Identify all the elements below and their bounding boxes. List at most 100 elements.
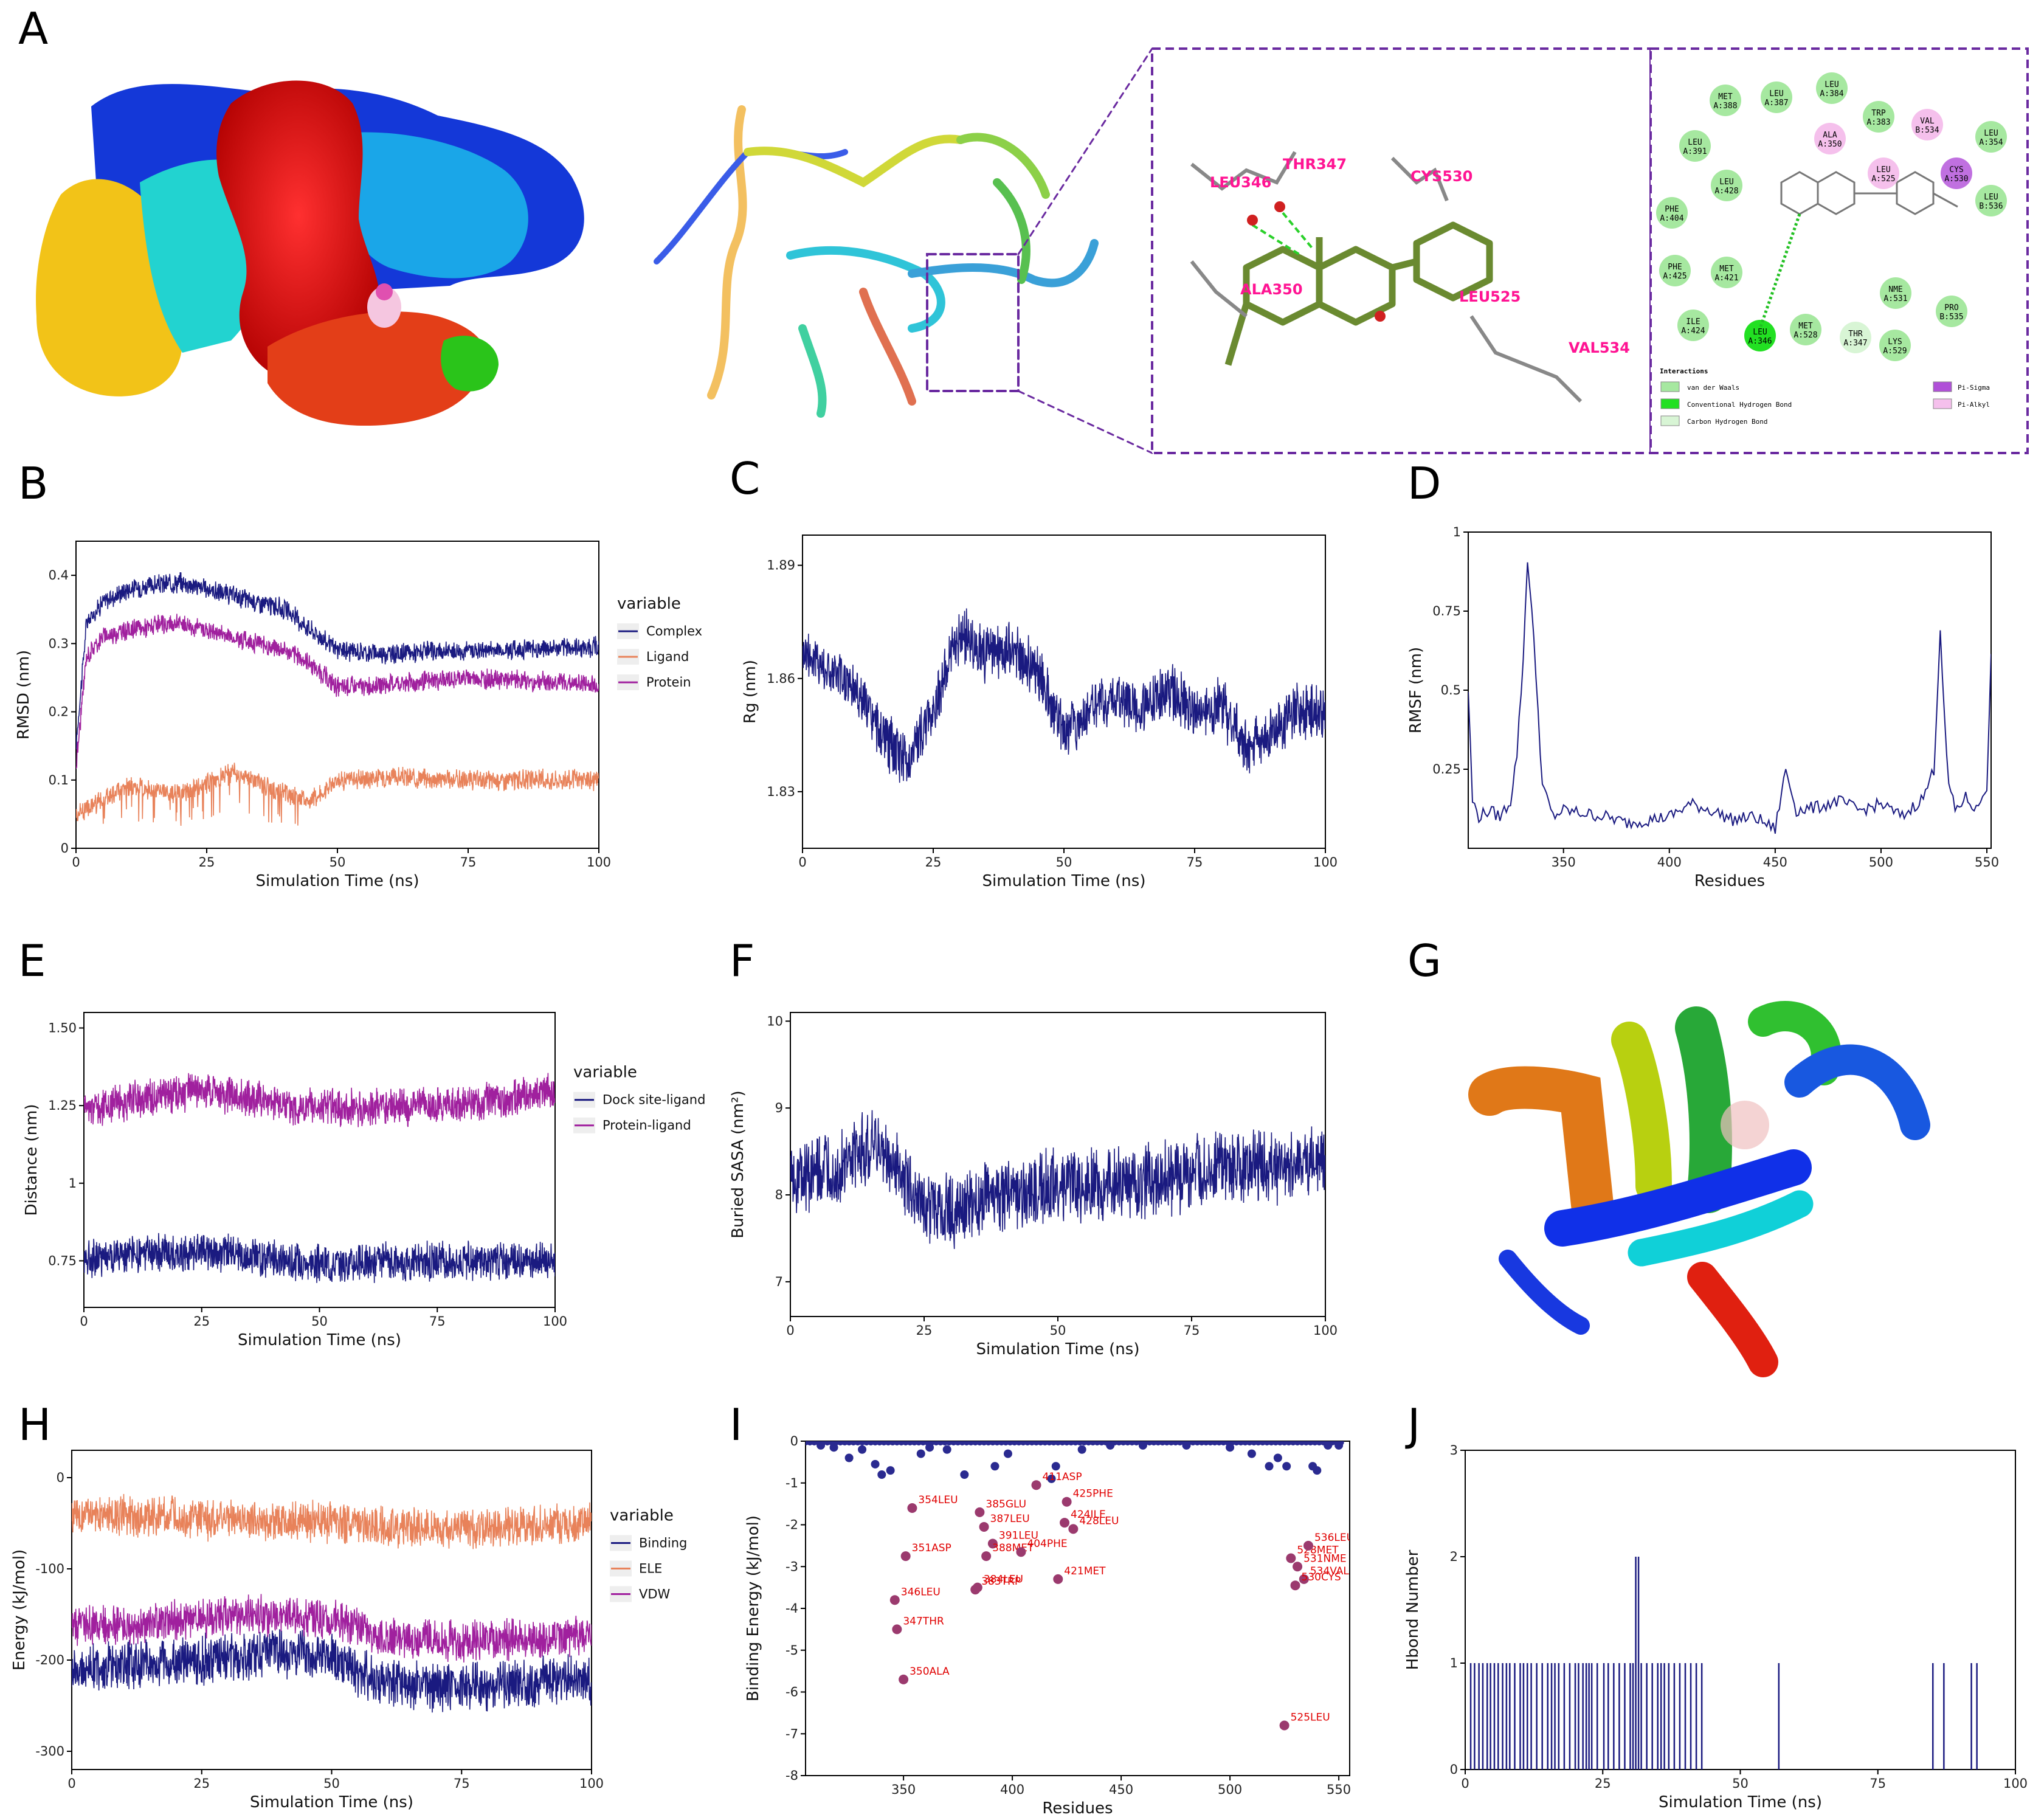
- residue-node-circle: [1656, 197, 1688, 229]
- residue-node-number: A:404: [1660, 214, 1683, 223]
- residue-node-name: LEU: [1688, 138, 1702, 147]
- data-point: [1273, 1453, 1282, 1462]
- plot-frame: [1468, 531, 1992, 849]
- x-tick-label: 0: [786, 1323, 794, 1338]
- residue-node-circle: [1936, 296, 1967, 327]
- residue-node-name: LEU: [1719, 178, 1733, 187]
- y-axis-label: Rg (nm): [741, 660, 759, 724]
- data-point: [942, 1445, 951, 1454]
- residue-node-name: CYS: [1949, 165, 1963, 175]
- panel-label-c: C: [730, 453, 760, 504]
- x-tick-label: 450: [1763, 855, 1787, 870]
- residue-node-number: A:387: [1764, 99, 1788, 108]
- y-axis-label: Buried SASA (nm²): [729, 1090, 747, 1238]
- x-tick-label: 50: [1056, 855, 1072, 870]
- y-tick-label: -8: [785, 1768, 798, 1783]
- y-tick-label: 9: [775, 1101, 783, 1115]
- x-tick-label: 450: [1109, 1782, 1133, 1797]
- series-line: [76, 572, 599, 750]
- panel-label-f: F: [730, 935, 754, 986]
- residue-label: THR347: [1283, 156, 1347, 173]
- data-point: [981, 1551, 992, 1562]
- x-tick-label: 550: [1327, 1782, 1351, 1797]
- data-point: [1068, 1524, 1079, 1534]
- x-tick-label: 25: [1595, 1776, 1611, 1791]
- plot-frame: [802, 535, 1326, 849]
- point-label: 428LEU: [1079, 1515, 1119, 1527]
- data-point: [889, 1595, 900, 1605]
- data-point: [871, 1459, 880, 1469]
- data-point: [916, 1449, 925, 1458]
- y-tick-label: 0: [57, 1470, 64, 1485]
- x-tick-label: 350: [891, 1782, 916, 1797]
- residue-label: VAL534: [1569, 339, 1630, 356]
- data-point: [1060, 1518, 1070, 1528]
- data-point: [1279, 1720, 1289, 1731]
- legend-title: variable: [573, 1064, 637, 1082]
- x-tick-label: 550: [1975, 855, 1999, 870]
- residue-node-name: ILE: [1686, 317, 1700, 327]
- data-point: [844, 1453, 854, 1462]
- residue-node-name: LEU: [1984, 193, 1998, 202]
- data-point: [1047, 1474, 1056, 1483]
- point-label: 385GLU: [986, 1498, 1026, 1510]
- residue-node-number: B:536: [1979, 202, 2003, 211]
- series-line: [84, 1233, 555, 1283]
- residue-node-name: MET: [1719, 265, 1734, 274]
- residue-node-number: A:421: [1714, 274, 1738, 283]
- residue-node-circle: [1744, 320, 1776, 351]
- data-point: [960, 1470, 969, 1479]
- residue-node-circle: [1975, 185, 2007, 216]
- residue-node-number: A:428: [1714, 187, 1738, 196]
- y-tick-label: -1: [785, 1476, 798, 1490]
- y-tick-label: 0.75: [1432, 604, 1461, 618]
- y-tick-label: 0.4: [49, 568, 69, 583]
- y-tick-label: 0.3: [49, 636, 69, 651]
- residue-label: LEU346: [1210, 174, 1271, 191]
- data-point: [975, 1507, 985, 1517]
- x-tick-label: 50: [323, 1776, 340, 1791]
- residue-node-number: A:384: [1820, 89, 1843, 99]
- series-line: [803, 608, 1325, 783]
- protein-cartoon-image: [654, 47, 1153, 454]
- point-label: 347THR: [903, 1615, 944, 1627]
- residue-node-name: NME: [1888, 285, 1902, 294]
- residue-node-number: A:425: [1663, 272, 1686, 281]
- residue-label: LEU525: [1459, 288, 1521, 305]
- data-point: [1062, 1496, 1072, 1507]
- interactions-legend: Interactions van der Waals Conventional …: [1660, 367, 1990, 426]
- x-tick-label: 75: [429, 1314, 446, 1329]
- residue-node-name: MET: [1718, 92, 1733, 102]
- chart-e: 0 25 50 75 100 0.75 1 1.25 1.50 Simulation Time (…: [22, 1012, 705, 1349]
- data-point: [1290, 1580, 1300, 1591]
- residue-node-name: LEU: [1984, 129, 1998, 138]
- y-tick-label: -200: [35, 1653, 64, 1667]
- data-point: [1031, 1480, 1041, 1490]
- data-point: [877, 1470, 886, 1479]
- legend-label: Binding: [639, 1536, 687, 1551]
- x-tick-label: 100: [587, 855, 611, 870]
- y-tick-label: 1.83: [767, 784, 795, 799]
- y-tick-label: 1: [1453, 525, 1461, 539]
- series-line: [76, 763, 599, 826]
- legend: variable Binding ELE VDW: [610, 1507, 687, 1602]
- plot-area: [1469, 1557, 1978, 1770]
- series-line: [72, 1629, 592, 1713]
- residue-node-circle: [1761, 81, 1792, 113]
- point-label: 387LEU: [990, 1513, 1030, 1525]
- data-point: [886, 1466, 895, 1475]
- x-tick-label: 100: [1313, 855, 1338, 870]
- point-label: 404PHE: [1027, 1538, 1067, 1550]
- plot-area: [72, 1493, 592, 1713]
- point-label: 411ASP: [1042, 1471, 1082, 1483]
- residue-node-name: LEU: [1825, 80, 1838, 89]
